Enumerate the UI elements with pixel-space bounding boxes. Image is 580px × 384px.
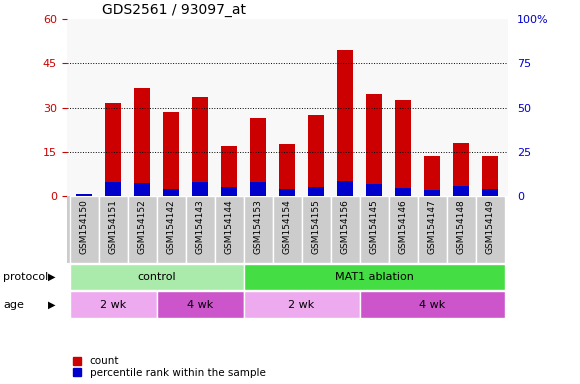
Bar [395,188,411,196]
Bar [163,112,179,196]
Bar [337,50,353,196]
Bar [366,94,382,196]
Bar [215,196,244,263]
Text: GSM154153: GSM154153 [253,199,263,254]
Bar [331,196,360,263]
Bar [482,156,498,196]
Bar [157,196,186,263]
Text: GSM154142: GSM154142 [166,199,176,254]
Bar [308,187,324,196]
Text: MAT1 ablation: MAT1 ablation [335,272,414,282]
Bar [308,115,324,196]
Bar [105,103,121,196]
Text: GSM154150: GSM154150 [79,199,89,254]
Bar [244,196,273,263]
Bar [76,194,92,196]
Bar [221,146,237,196]
Bar [453,143,469,196]
Bar [279,189,295,196]
Bar [70,196,99,263]
Bar [163,189,179,196]
Text: GSM154151: GSM154151 [108,199,118,254]
Bar [99,196,128,263]
Bar [128,196,157,263]
Bar [105,182,121,196]
Bar [447,196,476,263]
Text: GSM154148: GSM154148 [456,199,466,254]
Bar [424,156,440,196]
Text: GSM154144: GSM154144 [224,199,234,254]
Bar [337,181,353,196]
Bar [134,184,150,196]
Text: protocol: protocol [3,272,48,282]
Bar [279,144,295,196]
Text: control: control [137,272,176,282]
Bar [273,196,302,263]
Text: 2 wk: 2 wk [100,300,126,310]
Text: GSM154152: GSM154152 [137,199,147,254]
Bar [424,190,440,196]
Bar [482,189,498,196]
Bar [70,263,244,290]
Text: age: age [3,300,24,310]
Text: 4 wk: 4 wk [419,300,445,310]
Text: GSM154156: GSM154156 [340,199,350,254]
Bar [453,186,469,196]
Bar [250,118,266,196]
Bar [360,196,389,263]
Text: GSM154149: GSM154149 [485,199,495,254]
Bar [395,100,411,196]
Text: GSM154147: GSM154147 [427,199,437,254]
Bar [134,88,150,196]
Text: ▶: ▶ [49,272,56,282]
Legend: count, percentile rank within the sample: count, percentile rank within the sample [72,355,267,379]
Bar [418,196,447,263]
Bar [244,263,505,290]
Text: 4 wk: 4 wk [187,300,213,310]
Bar [186,196,215,263]
Bar [250,182,266,196]
Text: GSM154154: GSM154154 [282,199,292,254]
Text: ▶: ▶ [49,300,56,310]
Bar [157,291,244,318]
Text: 2 wk: 2 wk [288,300,315,310]
Bar [389,196,418,263]
Text: GSM154146: GSM154146 [398,199,408,254]
Text: GSM154155: GSM154155 [311,199,321,254]
Bar [70,291,157,318]
Text: GSM154145: GSM154145 [369,199,379,254]
Bar [476,196,505,263]
Text: GSM154143: GSM154143 [195,199,205,254]
Bar [221,187,237,196]
Bar [192,182,208,196]
Bar [360,291,505,318]
Bar [244,291,360,318]
Bar [366,184,382,196]
Bar [192,97,208,196]
Text: GDS2561 / 93097_at: GDS2561 / 93097_at [102,3,246,17]
Bar [302,196,331,263]
Bar [76,194,92,196]
